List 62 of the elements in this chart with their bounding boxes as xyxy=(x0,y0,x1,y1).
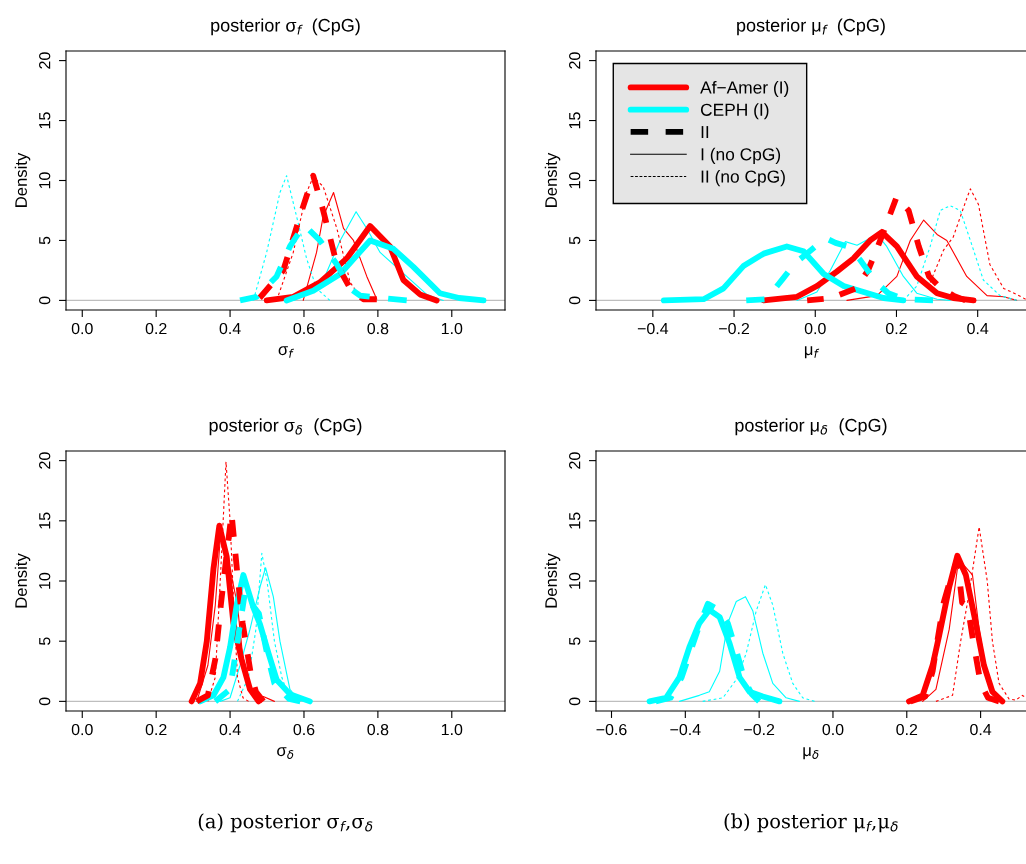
y-tick-label: 0 xyxy=(569,296,581,305)
legend-label: Af−Amer (I) xyxy=(700,80,789,98)
x-tick-label: 0.6 xyxy=(293,322,315,335)
y-tick-label: 5 xyxy=(569,637,581,645)
y-tick-label: 5 xyxy=(39,236,51,245)
y-tick-label: 20 xyxy=(39,452,51,469)
y-axis-title: Density xyxy=(544,152,561,207)
x-tick-label: 0.0 xyxy=(71,322,93,335)
x-tick-label: −0.2 xyxy=(744,723,775,736)
chart-title: posterior σ$_{f}$ (CpG) xyxy=(211,18,360,36)
y-axis-title: Density xyxy=(14,152,31,207)
y-axis-title: Density xyxy=(14,553,31,608)
x-tick-label: 1.0 xyxy=(441,723,463,736)
y-tick-label: 15 xyxy=(39,512,51,529)
x-tick-label: 1.0 xyxy=(441,322,463,335)
x-axis-title: μ$_{f}$ xyxy=(804,346,820,359)
x-tick-label: −0.6 xyxy=(596,723,627,736)
y-axis-title: Density xyxy=(544,553,561,608)
annotation: II xyxy=(701,126,709,139)
annotation: II (no CpG) xyxy=(701,169,785,187)
y-tick-label: 0 xyxy=(569,697,581,706)
x-tick-label: −0.2 xyxy=(719,322,750,335)
x-tick-label: 0.8 xyxy=(367,723,389,736)
x-tick-label: 0.4 xyxy=(970,723,992,736)
y-tick-label: 0 xyxy=(39,296,51,305)
y-tick-label: 15 xyxy=(569,112,581,129)
y-tick-label: 10 xyxy=(39,172,51,189)
chart-title: posterior μ$_{f}$ (CpG) xyxy=(737,18,885,36)
x-tick-label: 0.0 xyxy=(822,723,844,736)
x-tick-label: 0.2 xyxy=(886,322,907,335)
y-tick-label: 0 xyxy=(39,697,51,706)
x-tick-label: −0.4 xyxy=(670,723,701,736)
y-tick-label: 10 xyxy=(569,172,581,189)
x-tick-label: 0.2 xyxy=(145,322,167,335)
y-tick-label: 15 xyxy=(39,112,51,129)
legend-label: CEPH (I) xyxy=(700,103,769,120)
x-axis-title: μ$_{δ}$ xyxy=(803,747,819,760)
y-tick-label: 5 xyxy=(39,637,51,645)
x-tick-label: −0.4 xyxy=(637,322,669,335)
y-tick-label: 10 xyxy=(39,572,51,589)
chart-title: posterior μ$_{δ}$ (CpG) xyxy=(735,418,887,436)
annotation: I (no CpG) xyxy=(701,147,781,164)
text: (b) posterior μ$_{f}$,μ$_{δ}$ xyxy=(724,813,898,833)
x-tick-label: 0.4 xyxy=(219,723,241,736)
x-tick-label: 0.6 xyxy=(293,723,315,736)
x-tick-label: 0.4 xyxy=(219,322,241,335)
x-tick-label: 0.8 xyxy=(367,322,389,335)
y-tick-label: 20 xyxy=(569,452,581,469)
x-axis-title: σ$_{δ}$ xyxy=(277,747,294,759)
y-tick-label: 20 xyxy=(569,52,581,69)
y-tick-label: 15 xyxy=(569,512,581,529)
y-tick-label: 20 xyxy=(39,52,51,69)
y-tick-label: 5 xyxy=(569,236,581,245)
x-tick-label: 0.0 xyxy=(71,723,93,736)
chart-title: posterior σ$_{δ}$ (CpG) xyxy=(209,418,362,436)
x-tick-label: 0.2 xyxy=(145,723,167,736)
x-tick-label: 0.4 xyxy=(967,322,989,335)
y-tick-label: 10 xyxy=(569,572,581,589)
x-tick-label: 0.0 xyxy=(804,322,826,335)
x-tick-label: 0.2 xyxy=(896,723,918,736)
x-axis-title: σ$_{f}$ xyxy=(278,346,294,358)
text: (a) posterior σ$_{f}$,σ$_{δ}$ xyxy=(198,813,373,833)
